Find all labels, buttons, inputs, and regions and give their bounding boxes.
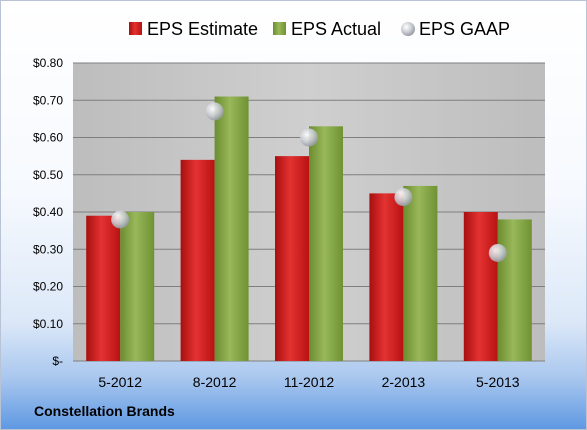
- bars: [86, 96, 532, 362]
- x-tick-label: 8-2012: [193, 374, 237, 390]
- legend-label: EPS GAAP: [419, 19, 510, 39]
- y-tick-label: $0.10: [33, 317, 63, 331]
- bar-eps-estimate: [86, 215, 121, 361]
- legend-label: EPS Estimate: [147, 19, 258, 39]
- bar-eps-actual: [497, 219, 532, 361]
- gaap-marker: [300, 128, 318, 147]
- x-tick-label: 11-2012: [284, 374, 335, 390]
- gaap-marker: [488, 243, 507, 262]
- y-tick-label: $0.70: [33, 93, 63, 107]
- x-tick-label: 5-2013: [476, 374, 520, 390]
- x-tick-label: 5-2012: [98, 374, 142, 390]
- bar-eps-estimate: [275, 156, 309, 361]
- company-name: Constellation Brands: [34, 403, 175, 419]
- gaap-marker: [205, 102, 224, 121]
- bar-eps-actual: [214, 96, 249, 362]
- gaap-markers: [111, 102, 507, 262]
- bar-eps-estimate: [369, 193, 404, 361]
- y-tick-label: $0.20: [33, 280, 63, 294]
- legend: EPS Estimate EPS Actual EPS GAAP: [129, 19, 510, 39]
- gaap-marker: [394, 188, 413, 207]
- bar-eps-actual: [309, 126, 343, 361]
- x-axis: 5-2012 8-2012 11-2012 2-2013 5-2013: [98, 374, 519, 390]
- legend-swatch: [273, 22, 286, 35]
- y-tick-label: $0.60: [33, 131, 63, 145]
- y-tick-label: $0.50: [33, 168, 63, 182]
- bar-eps-estimate: [463, 212, 498, 361]
- legend-swatch: [129, 22, 142, 35]
- bar-eps-actual: [120, 212, 155, 361]
- bar-eps-estimate: [180, 159, 215, 361]
- x-tick-label: 2-2013: [382, 374, 426, 390]
- legend-swatch: [401, 22, 415, 36]
- y-tick-label: $0.30: [33, 242, 63, 256]
- legend-label: EPS Actual: [291, 19, 381, 39]
- y-tick-label: $-: [52, 354, 63, 368]
- y-tick-label: $0.80: [33, 56, 63, 70]
- gaap-marker: [111, 210, 130, 229]
- y-tick-label: $0.40: [33, 205, 63, 219]
- y-axis: $- $0.10 $0.20 $0.30 $0.40 $0.50 $0.60 $0.70 $0.…: [33, 56, 63, 368]
- bar-eps-actual: [403, 185, 438, 361]
